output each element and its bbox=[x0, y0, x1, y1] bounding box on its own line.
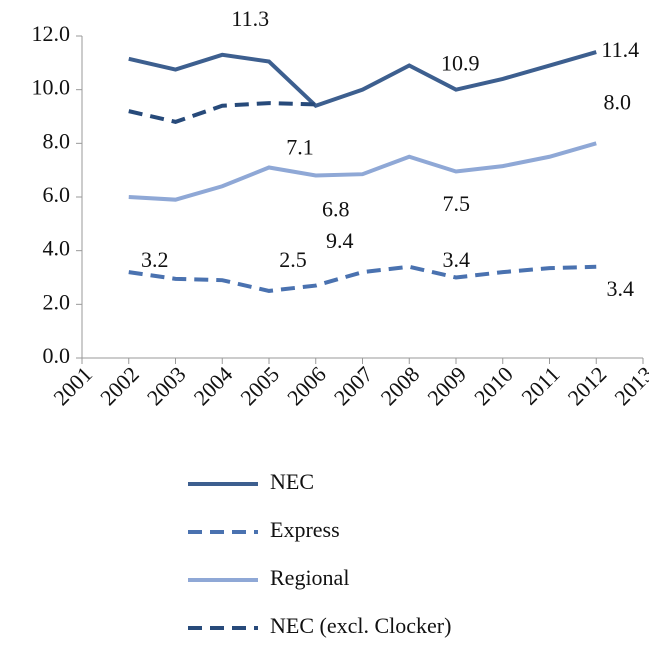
x-tick-label: 2013 bbox=[609, 361, 649, 410]
y-tick-label: 8.0 bbox=[43, 128, 71, 153]
legend-label: Express bbox=[270, 517, 340, 542]
x-tick-label: 2007 bbox=[329, 361, 378, 410]
x-tick-label: 2011 bbox=[516, 361, 564, 409]
series-line bbox=[128, 264, 597, 293]
data-label: 9.4 bbox=[326, 228, 354, 253]
data-label: 2.5 bbox=[279, 247, 307, 272]
x-tick-label: 2008 bbox=[376, 361, 425, 410]
data-label: 11.4 bbox=[601, 37, 639, 62]
legend-label: NEC bbox=[270, 469, 314, 494]
x-tick-label: 2002 bbox=[95, 361, 144, 410]
data-label: 6.8 bbox=[322, 197, 350, 222]
x-tick-label: 2004 bbox=[189, 361, 238, 410]
legend-label: Regional bbox=[270, 565, 349, 590]
data-label: 10.9 bbox=[441, 51, 480, 76]
y-tick-label: 6.0 bbox=[43, 182, 71, 207]
x-tick-label: 2001 bbox=[48, 361, 97, 410]
data-label: 3.4 bbox=[607, 276, 635, 301]
data-label: 8.0 bbox=[604, 89, 632, 114]
y-tick-label: 4.0 bbox=[43, 236, 71, 261]
series-line bbox=[128, 101, 316, 124]
y-tick-label: 0.0 bbox=[43, 343, 71, 368]
x-tick-label: 2012 bbox=[563, 361, 612, 410]
x-tick-label: 2009 bbox=[422, 361, 471, 410]
data-label: 7.5 bbox=[443, 191, 471, 216]
data-label: 3.4 bbox=[443, 247, 471, 272]
x-tick-label: 2010 bbox=[469, 361, 518, 410]
data-label: 7.1 bbox=[286, 135, 314, 160]
y-tick-label: 2.0 bbox=[43, 289, 71, 314]
x-tick-label: 2003 bbox=[142, 361, 191, 410]
x-tick-label: 2006 bbox=[282, 361, 331, 410]
series-line bbox=[128, 50, 597, 109]
legend-label: NEC (excl. Clocker) bbox=[270, 613, 451, 638]
data-label: 11.3 bbox=[231, 6, 269, 31]
y-tick-label: 10.0 bbox=[32, 75, 71, 100]
data-label: 3.2 bbox=[141, 247, 169, 272]
x-tick-label: 2005 bbox=[235, 361, 284, 410]
series-line bbox=[128, 141, 597, 202]
y-tick-label: 12.0 bbox=[32, 21, 71, 46]
